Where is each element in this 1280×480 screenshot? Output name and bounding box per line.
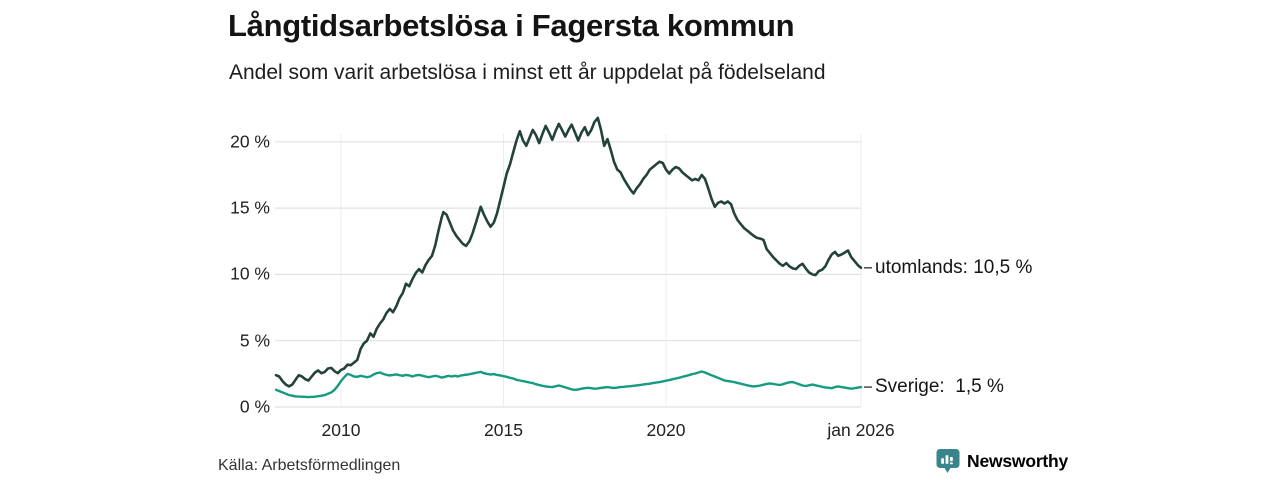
series-line-Sverige (274, 370, 863, 399)
y-tick-label: 20 % (230, 131, 270, 152)
chart-subtitle: Andel som varit arbetslösa i minst ett å… (229, 61, 826, 84)
x-tick-label: 2015 (484, 420, 523, 440)
x-tick-label: 2020 (646, 420, 686, 440)
x-tick-label: 2010 (321, 420, 361, 440)
series-line-utomlands (274, 116, 863, 388)
source-note: Källa: Arbetsförmedlingen (218, 457, 401, 474)
series-label-utomlands: utomlands: 10,5 % (875, 256, 1033, 278)
chart-title: Långtidsarbetslösa i Fagersta kommun (228, 8, 795, 43)
bar-chart-bubble-icon (936, 449, 960, 473)
y-tick-label: 5 % (239, 330, 270, 351)
newsworthy-branding: Newsworthy (936, 448, 1068, 475)
y-tick-label: 15 % (230, 197, 270, 218)
x-tick-label: jan 2026 (827, 420, 895, 440)
y-tick-label: 0 % (239, 396, 270, 417)
newsworthy-wordmark: Newsworthy (967, 451, 1069, 471)
series-label-sverige: Sverige: 1,5 % (875, 376, 1004, 398)
y-tick-label: 10 % (230, 263, 270, 284)
